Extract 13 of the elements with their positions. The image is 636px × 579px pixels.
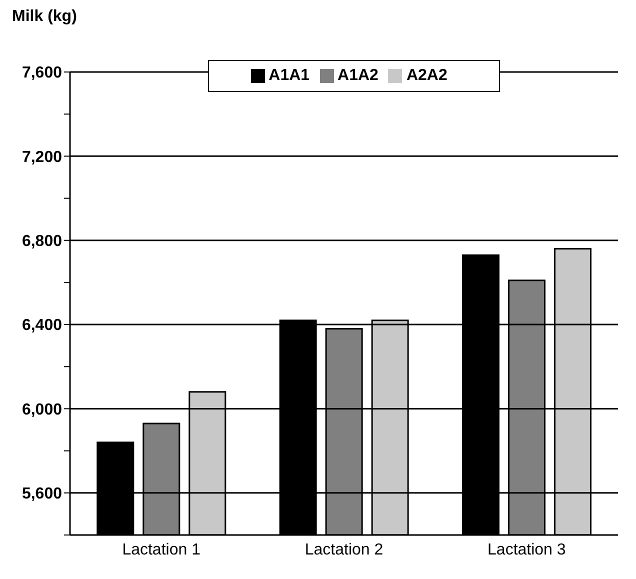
x-tick-label: Lactation 2 xyxy=(304,541,384,558)
legend-label: A1A2 xyxy=(338,67,378,84)
y-tick-label: 7,200 xyxy=(22,148,62,166)
y-tick-label: 7,600 xyxy=(22,64,62,82)
legend-label: A1A1 xyxy=(268,67,310,84)
x-tick-label: Lactation 3 xyxy=(488,541,566,558)
x-tick-label: Lactation 1 xyxy=(122,541,201,558)
y-tick-label: 6,800 xyxy=(22,233,62,250)
legend-label: A2A2 xyxy=(406,67,448,84)
y-tick-label: 6,000 xyxy=(22,401,62,418)
y-axis-title: Milk (kg) xyxy=(11,8,78,27)
y-tick-label: 6,400 xyxy=(22,317,62,334)
y-tick-label: 5,600 xyxy=(22,486,62,503)
